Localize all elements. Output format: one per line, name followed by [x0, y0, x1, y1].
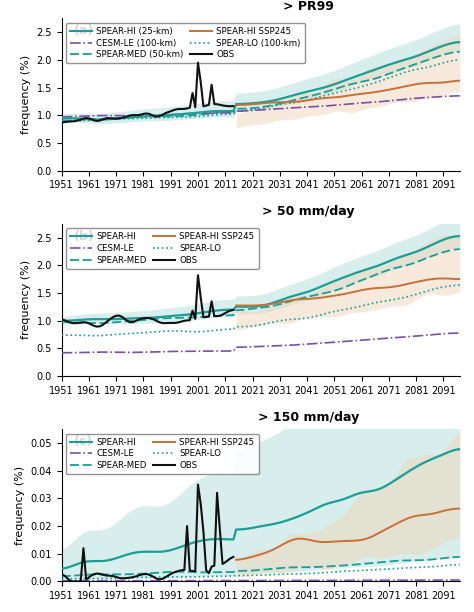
Legend: SPEAR-HI, CESM-LE, SPEAR-MED, SPEAR-HI SSP245, SPEAR-LO, OBS: SPEAR-HI, CESM-LE, SPEAR-MED, SPEAR-HI S… — [66, 228, 259, 269]
Title: > PR99: > PR99 — [283, 0, 334, 13]
Text: (a): (a) — [73, 24, 94, 37]
Title: > 150 mm/day: > 150 mm/day — [258, 411, 359, 424]
Y-axis label: frequency (%): frequency (%) — [15, 466, 25, 545]
Y-axis label: frequency (%): frequency (%) — [21, 260, 31, 340]
Title: > 50 mm/day: > 50 mm/day — [262, 206, 355, 218]
Y-axis label: frequency (%): frequency (%) — [21, 55, 31, 134]
Text: (c): (c) — [73, 435, 93, 449]
Text: (b): (b) — [73, 230, 94, 243]
Legend: SPEAR-HI (25-km), CESM-LE (100-km), SPEAR-MED (50-km), SPEAR-HI SSP245, SPEAR-LO: SPEAR-HI (25-km), CESM-LE (100-km), SPEA… — [66, 23, 305, 64]
Legend: SPEAR-HI, CESM-LE, SPEAR-MED, SPEAR-HI SSP245, SPEAR-LO, OBS: SPEAR-HI, CESM-LE, SPEAR-MED, SPEAR-HI S… — [66, 433, 259, 474]
